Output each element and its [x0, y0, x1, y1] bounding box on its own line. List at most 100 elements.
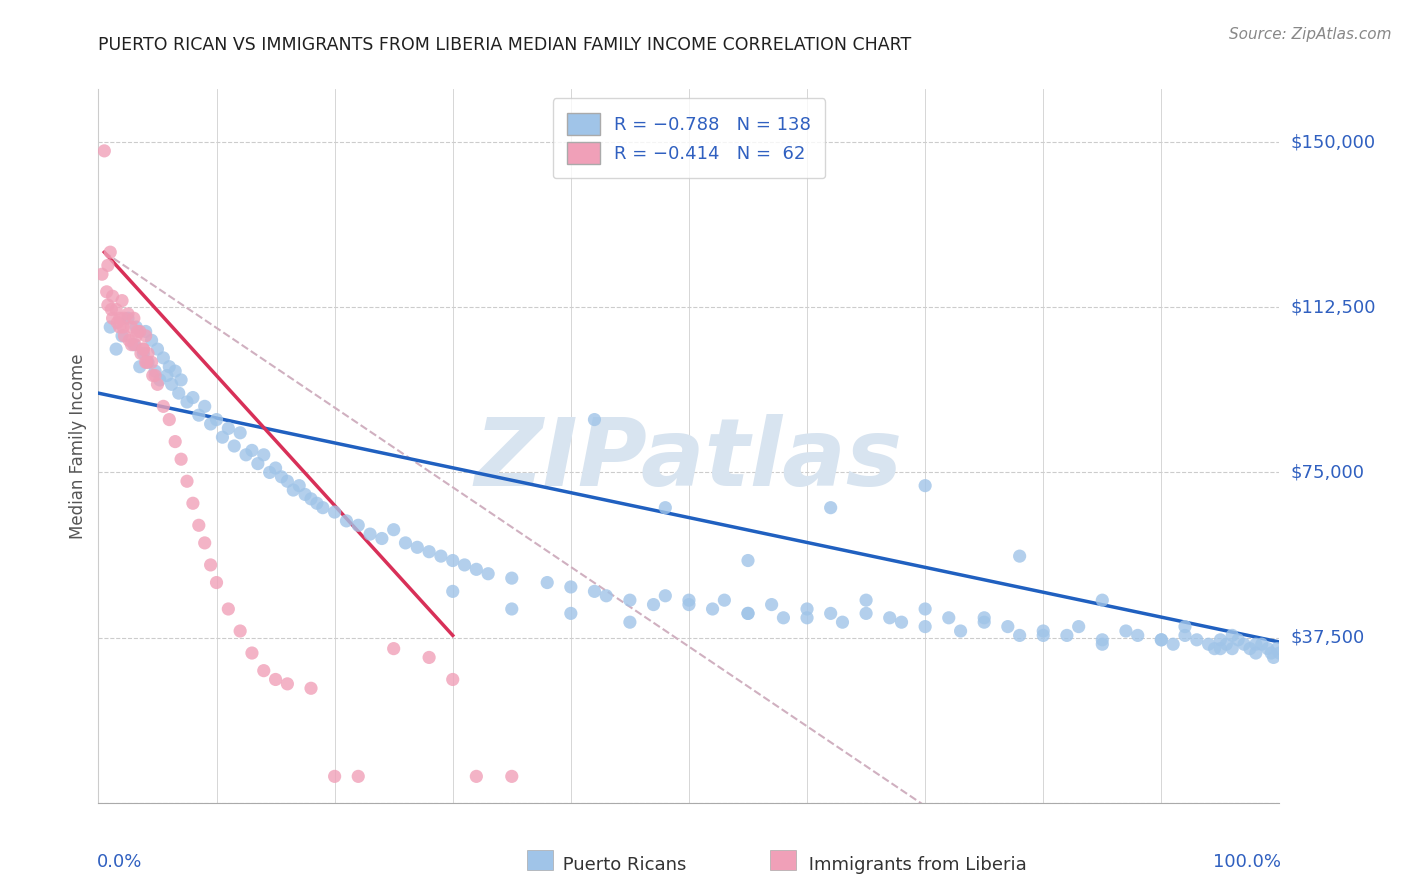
Point: [111, 293, 134, 308]
Point: [276, 677, 298, 691]
Point: [105, 342, 128, 356]
Point: [914, 602, 936, 616]
Point: [796, 602, 818, 616]
Point: [264, 673, 287, 687]
Point: [128, 359, 150, 374]
Point: [121, 337, 143, 351]
Point: [128, 325, 150, 339]
Point: [100, 302, 122, 317]
Point: [149, 373, 172, 387]
Point: [501, 571, 523, 585]
Point: [938, 611, 960, 625]
Point: [796, 611, 818, 625]
Point: [187, 408, 209, 422]
Point: [135, 329, 157, 343]
Point: [125, 329, 148, 343]
Point: [820, 607, 842, 621]
Point: [1008, 628, 1031, 642]
Point: [1244, 646, 1267, 660]
Point: [125, 320, 148, 334]
Point: [1209, 632, 1232, 647]
Point: [299, 681, 322, 696]
Point: [165, 434, 187, 449]
Point: [132, 342, 155, 356]
Point: [264, 461, 287, 475]
Point: [1257, 641, 1279, 656]
Point: [973, 615, 995, 630]
Point: [1204, 641, 1226, 656]
Point: [136, 346, 159, 360]
Point: [560, 607, 582, 621]
Point: [124, 337, 146, 351]
Point: [229, 624, 252, 638]
Point: [135, 355, 157, 369]
Point: [117, 311, 139, 326]
Point: [1115, 624, 1137, 638]
Point: [1174, 628, 1197, 642]
Point: [619, 593, 641, 607]
Point: [101, 311, 124, 326]
Point: [678, 593, 700, 607]
Point: [129, 346, 152, 360]
Point: [855, 593, 877, 607]
Text: $150,000: $150,000: [1291, 133, 1375, 151]
Point: [146, 342, 169, 356]
Point: [1126, 628, 1149, 642]
Point: [1032, 628, 1054, 642]
Point: [1174, 619, 1197, 633]
Point: [97, 259, 120, 273]
Point: [1244, 637, 1267, 651]
Point: [122, 337, 145, 351]
Point: [135, 355, 157, 369]
Text: 100.0%: 100.0%: [1212, 853, 1281, 871]
Text: $75,000: $75,000: [1291, 464, 1365, 482]
Point: [122, 311, 145, 326]
Point: [879, 611, 901, 625]
Point: [1250, 637, 1272, 651]
Point: [536, 575, 558, 590]
Point: [181, 391, 204, 405]
Point: [713, 593, 735, 607]
Point: [643, 598, 665, 612]
Point: [141, 333, 163, 347]
Point: [135, 325, 157, 339]
Point: [1198, 637, 1220, 651]
Point: [105, 316, 128, 330]
Point: [453, 558, 475, 572]
Point: [108, 311, 131, 326]
Point: [157, 412, 180, 426]
Point: [98, 245, 121, 260]
Point: [1215, 637, 1237, 651]
Point: [111, 329, 134, 343]
Point: [146, 377, 169, 392]
Legend: R = −0.788   N = 138, R = −0.414   N =  62: R = −0.788 N = 138, R = −0.414 N = 62: [553, 98, 825, 178]
Point: [160, 377, 183, 392]
Point: [112, 329, 135, 343]
Point: [394, 536, 416, 550]
Point: [283, 483, 305, 497]
Text: ZIPatlas: ZIPatlas: [475, 414, 903, 507]
Point: [347, 518, 370, 533]
Point: [1150, 632, 1173, 647]
Point: [737, 607, 759, 621]
Point: [890, 615, 912, 630]
Point: [96, 285, 118, 299]
Point: [831, 615, 853, 630]
Point: [170, 452, 193, 467]
Point: [737, 553, 759, 567]
Point: [157, 359, 180, 374]
Point: [118, 333, 141, 347]
Point: [253, 664, 276, 678]
Point: [156, 368, 179, 383]
Point: [359, 527, 381, 541]
Point: [737, 607, 759, 621]
Point: [93, 144, 115, 158]
Point: [1150, 632, 1173, 647]
Point: [382, 523, 405, 537]
Point: [217, 602, 239, 616]
Point: [761, 598, 783, 612]
Point: [211, 430, 233, 444]
Point: [108, 320, 131, 334]
Point: [382, 641, 405, 656]
Point: [240, 443, 263, 458]
